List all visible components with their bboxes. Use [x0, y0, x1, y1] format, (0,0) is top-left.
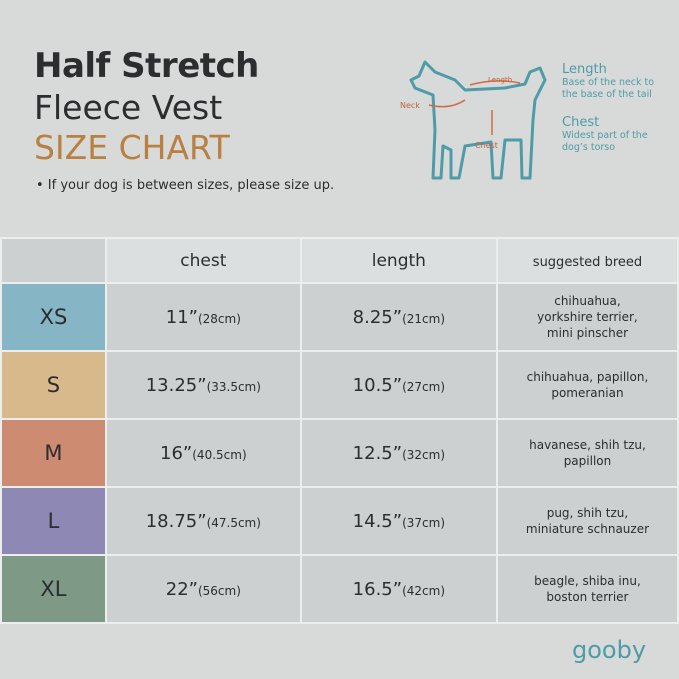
- size-row: XL 22”(56cm) 16.5”(42cm) beagle, shiba inu,…: [0, 554, 679, 624]
- size-row: XS 11”(28cm) 8.25”(21cm) chihuahua, yorkshir…: [0, 282, 679, 352]
- length-cell: 16.5”(42cm): [299, 554, 498, 624]
- chest-value: 16”: [160, 442, 193, 464]
- length-cm: (37cm): [402, 515, 445, 530]
- legend: Length Base of the neck to the base of the…: [562, 62, 654, 154]
- header-cell: suggested breed: [495, 237, 679, 284]
- chest-cell: 13.25”(33.5cm): [104, 350, 302, 420]
- length-value: 8.25”: [352, 306, 403, 328]
- chest-value: 22”: [165, 578, 198, 600]
- chest-cell: 22”(56cm): [104, 554, 302, 624]
- chest-cm: (40.5cm): [192, 447, 247, 462]
- chest-label: Chest: [475, 141, 498, 150]
- size-table: chest length suggested breed XS 11”(28cm) 8.2…: [0, 237, 679, 624]
- chest-value: 11”: [165, 306, 198, 328]
- size-row: L 18.75”(47.5cm) 14.5”(37cm) pug, shih tzu,…: [0, 486, 679, 556]
- chest-cm: (28cm): [197, 311, 241, 326]
- breed-line: miniature schnauzer: [525, 522, 650, 536]
- breed-cell: chihuahua, yorkshire terrier, mini pinsche…: [495, 282, 679, 352]
- breed-cell: pug, shih tzu, miniature schnauzer: [495, 486, 679, 556]
- size-row: M 16”(40.5cm) 12.5”(32cm) havanese, shih tz…: [0, 418, 679, 488]
- length-value: 12.5”: [352, 442, 403, 464]
- breed-cell: beagle, shiba inu, boston terrier: [495, 554, 679, 624]
- chart-label: SIZE CHART: [34, 128, 230, 167]
- length-cm: (32cm): [402, 447, 445, 462]
- breed-line: mini pinscher: [546, 326, 629, 340]
- breed-line: yorkshire terrier,: [537, 310, 638, 324]
- breed-line: pomeranian: [551, 386, 624, 400]
- chest-cm: (56cm): [197, 583, 241, 598]
- breed-line: beagle, shiba inu,: [534, 574, 641, 588]
- legend-title: Length: [562, 62, 607, 77]
- size-cell: XS: [0, 282, 107, 352]
- chest-cell: 18.75”(47.5cm): [104, 486, 302, 556]
- brand: gooby: [572, 636, 647, 664]
- length-label: Length: [488, 76, 512, 84]
- neck-label: Neck: [400, 101, 420, 110]
- length-value: 14.5”: [352, 510, 403, 532]
- legend-text: the base of the tail: [562, 89, 652, 100]
- dog-diagram: Neck Length Chest: [400, 60, 547, 180]
- chest-cm: (33.5cm): [206, 379, 261, 394]
- legend-text: dog’s torso: [562, 142, 616, 153]
- breed-line: boston terrier: [546, 590, 629, 604]
- breed-line: havanese, shih tzu,: [529, 438, 646, 452]
- header-text: chest: [180, 250, 227, 271]
- size-cell: L: [0, 486, 107, 556]
- length-value: 16.5”: [352, 578, 403, 600]
- length-cm: (27cm): [402, 379, 445, 394]
- length-cell: 14.5”(37cm): [299, 486, 498, 556]
- legend-title: Chest: [562, 115, 600, 130]
- breed-line: chihuahua,: [554, 294, 621, 308]
- header-cell: chest: [104, 237, 302, 284]
- chest-cell: 11”(28cm): [104, 282, 302, 352]
- breed-line: papillon: [563, 454, 612, 468]
- header-text: suggested breed: [532, 255, 643, 270]
- length-cell: 10.5”(27cm): [299, 350, 498, 420]
- size-row: S 13.25”(33.5cm) 10.5”(27cm) chihuahua, pap…: [0, 350, 679, 420]
- header-cell: [0, 237, 107, 284]
- header-text: length: [371, 250, 426, 271]
- length-cell: 8.25”(21cm): [299, 282, 498, 352]
- title: Half Stretch: [34, 46, 259, 86]
- legend-text: Base of the neck to: [562, 77, 655, 88]
- subtitle: Fleece Vest: [34, 88, 223, 127]
- header-row: chest length suggested breed: [0, 237, 679, 284]
- size-cell: S: [0, 350, 107, 420]
- length-cell: 12.5”(32cm): [299, 418, 498, 488]
- size-cell: M: [0, 418, 107, 488]
- note: • If your dog is between sizes, please s…: [36, 178, 335, 193]
- header-cell: length: [299, 237, 498, 284]
- legend-text: Widest part of the: [562, 130, 648, 141]
- breed-line: pug, shih tzu,: [546, 506, 629, 520]
- chest-value: 13.25”: [145, 374, 207, 396]
- chest-cm: (47.5cm): [206, 515, 261, 530]
- length-cm: (21cm): [402, 311, 445, 326]
- length-cm: (42cm): [402, 583, 445, 598]
- breed-cell: havanese, shih tzu, papillon: [495, 418, 679, 488]
- size-cell: XL: [0, 554, 107, 624]
- breed-cell: chihuahua, papillon, pomeranian: [495, 350, 679, 420]
- length-value: 10.5”: [352, 374, 403, 396]
- chest-cell: 16”(40.5cm): [104, 418, 302, 488]
- breed-line: chihuahua, papillon,: [526, 370, 649, 384]
- chest-value: 18.75”: [145, 510, 207, 532]
